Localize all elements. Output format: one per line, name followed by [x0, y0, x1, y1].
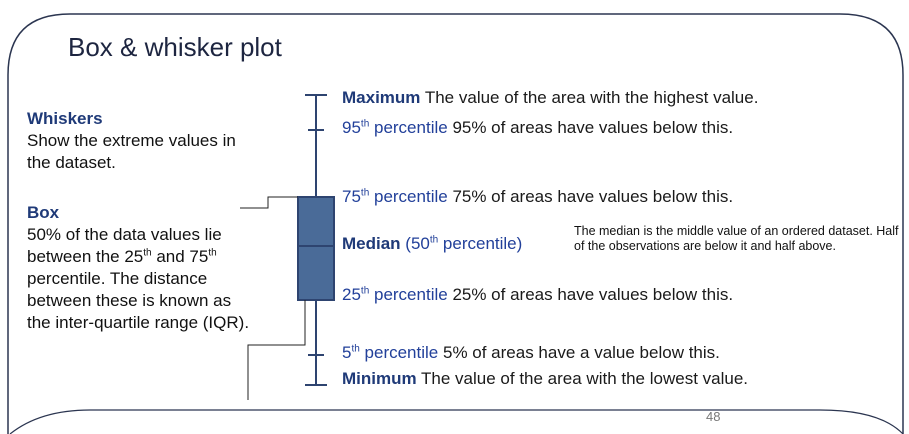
text-run: percentile. The distance between these i… [27, 269, 250, 332]
slide-frame-bottom [9, 409, 904, 434]
term: 5th percentile [342, 343, 438, 362]
description: 95% of areas have values below this. [452, 118, 734, 137]
label-row: 25th percentile 25% of areas have values… [342, 285, 733, 305]
text-run: 95 [342, 118, 361, 137]
text-run: Minimum [342, 369, 417, 388]
whiskers-text: Whiskers Show the extreme values in the … [27, 108, 255, 174]
text-run: Median [342, 234, 401, 253]
title: Box & whisker plot [68, 32, 282, 62]
term: Maximum [342, 88, 420, 107]
label-row: Median (50th percentile) [342, 234, 522, 254]
heading: Box [27, 203, 60, 222]
description: 5% of areas have a value below this. [442, 343, 720, 362]
text-run: 75 [342, 187, 361, 206]
superscript: th [360, 187, 370, 199]
connector [247, 300, 306, 400]
box [297, 196, 335, 301]
text-run: 25 [342, 285, 361, 304]
superscript: th [429, 234, 439, 246]
page-number: 48 [706, 409, 721, 424]
text-run: Maximum [342, 88, 421, 107]
text-run: percentile [369, 187, 448, 206]
body: 50% of the data values lie between the 2… [27, 224, 255, 334]
description: The value of the area with the lowest va… [421, 369, 748, 388]
body: Show the extreme values in the dataset. [27, 130, 255, 174]
superscript: th [360, 285, 370, 297]
superscript: th [208, 247, 217, 259]
text-run: percentile [369, 285, 448, 304]
text-run: 50% of the data values lie between the 2… [27, 225, 222, 266]
label-row: Maximum The value of the area with the h… [342, 88, 758, 108]
label-row: 5th percentile 5% of areas have a value … [342, 343, 720, 363]
connectors [240, 196, 306, 400]
box-plot [297, 94, 335, 386]
superscript: th [143, 247, 152, 259]
box-text: Box 50% of the data values lie between t… [27, 202, 255, 334]
superscript: th [351, 343, 360, 355]
term: Minimum [342, 369, 417, 388]
slide-frame [7, 13, 904, 434]
description: 25% of areas have values below this. [452, 285, 734, 304]
heading: Whiskers [27, 109, 103, 128]
text-run: percentile [369, 118, 448, 137]
connector [240, 196, 298, 209]
label-row: 75th percentile 75% of areas have values… [342, 187, 733, 207]
term: 25th percentile [342, 285, 448, 304]
text-run: Show the extreme values in the dataset. [27, 131, 236, 172]
text-run: and 75 [151, 247, 209, 266]
term: 75th percentile [342, 187, 448, 206]
label-row: 95th percentile 95% of areas have values… [342, 118, 733, 138]
median-note: The median is the middle value of an ord… [574, 224, 899, 253]
term: Median (50th percentile) [342, 234, 522, 253]
text-run: 5 [342, 343, 352, 362]
description: The value of the area with the highest v… [424, 88, 759, 107]
label-row: Minimum The value of the area with the l… [342, 369, 748, 389]
text-run: percentile) [438, 234, 523, 253]
description: 75% of areas have values below this. [452, 187, 734, 206]
term: 95th percentile [342, 118, 448, 137]
superscript: th [360, 118, 370, 130]
text-run: percentile [359, 343, 439, 362]
text-run: (50 [400, 234, 430, 253]
